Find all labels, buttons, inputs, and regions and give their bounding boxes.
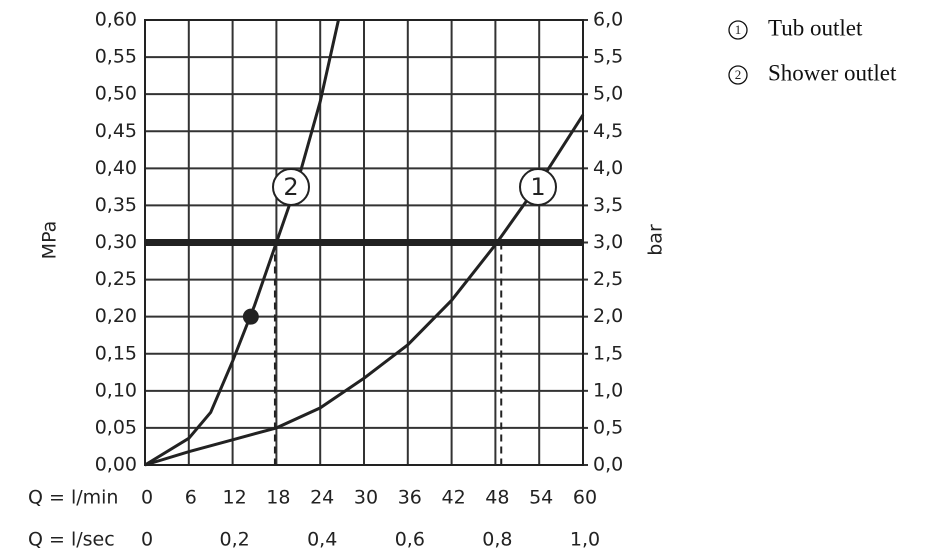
x2-tick-label: 0,2 <box>219 529 249 551</box>
y2-tick-label: 0,5 <box>593 416 623 438</box>
y2-tick-label: 4,5 <box>593 120 623 142</box>
x2-tick-label: 0 <box>141 529 153 551</box>
y2-tick-label: 5,5 <box>593 46 623 68</box>
x-tick-label: 60 <box>573 487 597 509</box>
y2-tick-label: 3,5 <box>593 194 623 216</box>
y2-tick-label: 5,0 <box>593 83 623 105</box>
curve-badge-label: 2 <box>283 173 298 201</box>
x-tick-label: 48 <box>485 487 509 509</box>
y-tick-label: 0,20 <box>95 305 137 327</box>
y-tick-label: 0,05 <box>95 416 137 438</box>
x2-tick-label: 0,4 <box>307 529 337 551</box>
curve <box>144 114 585 467</box>
y-tick-label: 0,45 <box>95 120 137 142</box>
x-tick-label: 30 <box>354 487 378 509</box>
y2-tick-label: 1,5 <box>593 342 623 364</box>
y2-tick-label: 4,0 <box>593 157 623 179</box>
y-axis-label: MPa <box>39 221 61 260</box>
marked-point <box>242 308 259 325</box>
x2-tick-label: 0,8 <box>482 529 512 551</box>
x-tick-label: 24 <box>310 487 334 509</box>
x-tick-label: 54 <box>529 487 553 509</box>
y-tick-label: 0,35 <box>95 194 137 216</box>
y2-tick-label: 2,5 <box>593 268 623 290</box>
y-tick-label: 0,00 <box>95 454 137 476</box>
x2-axis-label: Q = l/sec <box>28 529 115 551</box>
y-tick-label: 0,30 <box>95 231 137 253</box>
x-tick-label: 36 <box>398 487 422 509</box>
x-axis-label: Q = l/min <box>28 487 118 509</box>
y-tick-label: 0,15 <box>95 342 137 364</box>
y2-tick-label: 6,0 <box>593 9 623 31</box>
y2-tick-label: 2,0 <box>593 305 623 327</box>
y2-axis-label: bar <box>645 224 667 256</box>
x-tick-label: 0 <box>141 487 153 509</box>
y-tick-label: 0,50 <box>95 83 137 105</box>
curve-badge <box>519 168 557 206</box>
x-tick-label: 42 <box>442 487 466 509</box>
curve-badge-label: 1 <box>530 173 545 201</box>
legend-symbol-label: 2 <box>735 67 742 82</box>
legend-symbol <box>728 65 748 85</box>
y-tick-label: 0,55 <box>95 46 137 68</box>
y-tick-label: 0,25 <box>95 268 137 290</box>
x2-tick-label: 0,6 <box>395 529 425 551</box>
legend-symbol-label: 1 <box>735 22 742 37</box>
y2-tick-label: 1,0 <box>593 379 623 401</box>
y-tick-label: 0,10 <box>95 379 137 401</box>
curve-badge <box>272 168 310 206</box>
y-tick-label: 0,40 <box>95 157 137 179</box>
legend-label: Shower outlet <box>768 60 897 85</box>
legend-symbol <box>728 20 748 40</box>
y-tick-label: 0,60 <box>95 9 137 31</box>
x2-tick-label: 1,0 <box>570 529 600 551</box>
y2-tick-label: 0,0 <box>593 454 623 476</box>
x-tick-label: 12 <box>223 487 247 509</box>
curve <box>144 19 340 467</box>
legend-label: Tub outlet <box>768 15 863 40</box>
x-tick-label: 6 <box>185 487 197 509</box>
x-tick-label: 18 <box>266 487 290 509</box>
y2-tick-label: 3,0 <box>593 231 623 253</box>
